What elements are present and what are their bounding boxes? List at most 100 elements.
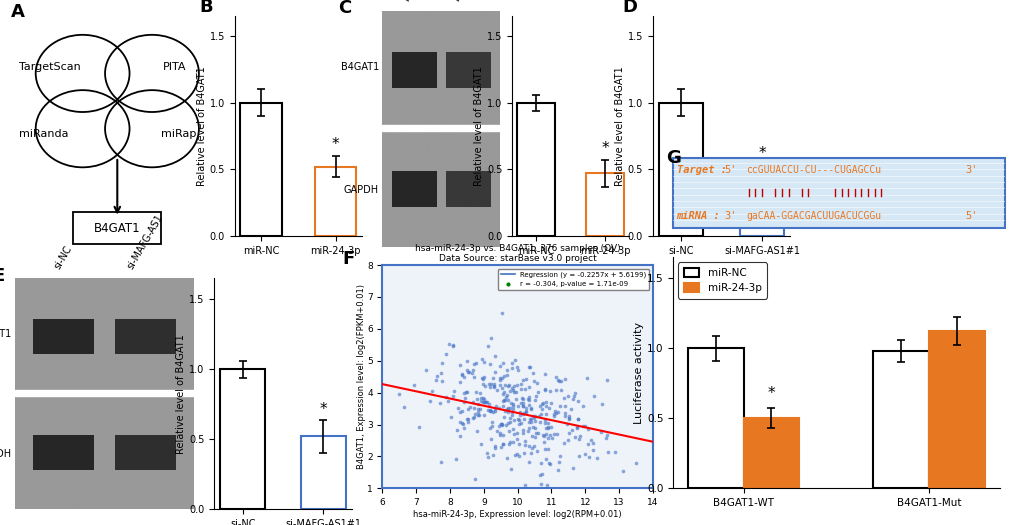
Point <box>471 389 487 397</box>
Y-axis label: Relative level of B4GAT1: Relative level of B4GAT1 <box>176 334 186 454</box>
X-axis label: hsa-miR-24-3p, Expression level: log2(RPM+0.01): hsa-miR-24-3p, Expression level: log2(RP… <box>413 510 622 519</box>
Point <box>526 442 542 450</box>
Bar <box>658 102 703 236</box>
Point <box>525 376 541 385</box>
Point <box>506 451 523 459</box>
Y-axis label: Relative level of B4GAT1: Relative level of B4GAT1 <box>474 66 484 186</box>
Point <box>597 434 613 442</box>
Point <box>517 481 533 489</box>
Point <box>521 417 537 426</box>
Point <box>474 355 490 363</box>
Point <box>466 404 482 413</box>
Point <box>565 463 581 471</box>
Point <box>432 369 448 377</box>
Point <box>503 359 520 368</box>
Point <box>498 405 515 413</box>
Point <box>517 408 533 416</box>
Point <box>499 407 516 416</box>
Point <box>554 438 571 447</box>
Point <box>501 404 518 413</box>
Point <box>585 392 601 400</box>
Point <box>469 427 485 435</box>
Point <box>521 424 537 433</box>
Point <box>476 382 492 391</box>
Point <box>469 395 485 403</box>
Point <box>459 366 475 375</box>
Point <box>496 395 513 404</box>
Y-axis label: B4GAT1, Expression level: log2(FPKM+0.01): B4GAT1, Expression level: log2(FPKM+0.01… <box>357 284 365 469</box>
Point <box>548 429 565 438</box>
Point <box>467 475 483 484</box>
Bar <box>301 436 345 509</box>
Point <box>526 432 542 440</box>
Point <box>468 387 484 396</box>
Point <box>533 459 549 467</box>
Point <box>507 387 524 396</box>
Point <box>494 384 511 392</box>
Point <box>528 429 544 437</box>
Point <box>525 412 541 420</box>
Point <box>574 402 590 411</box>
Point <box>570 415 586 423</box>
Text: miR-24-3p: miR-24-3p <box>450 0 485 4</box>
Point <box>548 386 565 394</box>
Point <box>451 432 468 440</box>
Point <box>487 442 503 450</box>
Point <box>431 398 447 407</box>
Point <box>481 360 497 368</box>
Point <box>549 466 566 474</box>
Point <box>542 387 558 395</box>
Point <box>474 374 490 382</box>
Point <box>566 433 582 441</box>
Point <box>538 481 554 489</box>
Point <box>512 385 528 394</box>
Point <box>539 423 555 432</box>
Point <box>542 430 558 439</box>
Point <box>527 392 543 400</box>
Point <box>494 440 511 448</box>
Point <box>510 366 526 374</box>
Point <box>558 420 575 428</box>
Point <box>575 422 591 430</box>
Point <box>478 397 494 406</box>
Point <box>451 418 468 426</box>
Point <box>523 405 539 413</box>
Point <box>540 459 556 467</box>
Point <box>461 368 477 376</box>
Point <box>529 388 545 396</box>
Point <box>467 410 483 418</box>
Point <box>537 385 553 394</box>
Point <box>521 395 537 404</box>
Point <box>508 435 525 443</box>
Point <box>555 393 572 402</box>
Point <box>529 428 545 437</box>
Point <box>461 403 477 411</box>
Point <box>503 411 520 419</box>
Point <box>556 375 573 383</box>
Point <box>453 370 470 379</box>
Point <box>504 402 521 411</box>
Point <box>532 480 548 488</box>
Point <box>453 419 470 428</box>
Point <box>487 407 503 415</box>
Point <box>503 383 520 392</box>
Point <box>522 415 538 423</box>
Point <box>499 382 516 390</box>
Point <box>606 448 623 456</box>
Point <box>448 426 465 435</box>
Point <box>479 406 495 414</box>
Point <box>484 451 500 459</box>
Point <box>483 422 499 430</box>
Point <box>508 429 525 438</box>
Point <box>515 410 531 418</box>
Point <box>506 355 523 364</box>
Point <box>514 402 530 410</box>
Point <box>532 402 548 410</box>
Point <box>560 429 577 437</box>
Point <box>571 435 587 443</box>
Point <box>487 352 503 360</box>
Point <box>567 389 583 397</box>
Point <box>491 422 507 430</box>
Point <box>511 420 527 428</box>
Point <box>455 389 472 397</box>
